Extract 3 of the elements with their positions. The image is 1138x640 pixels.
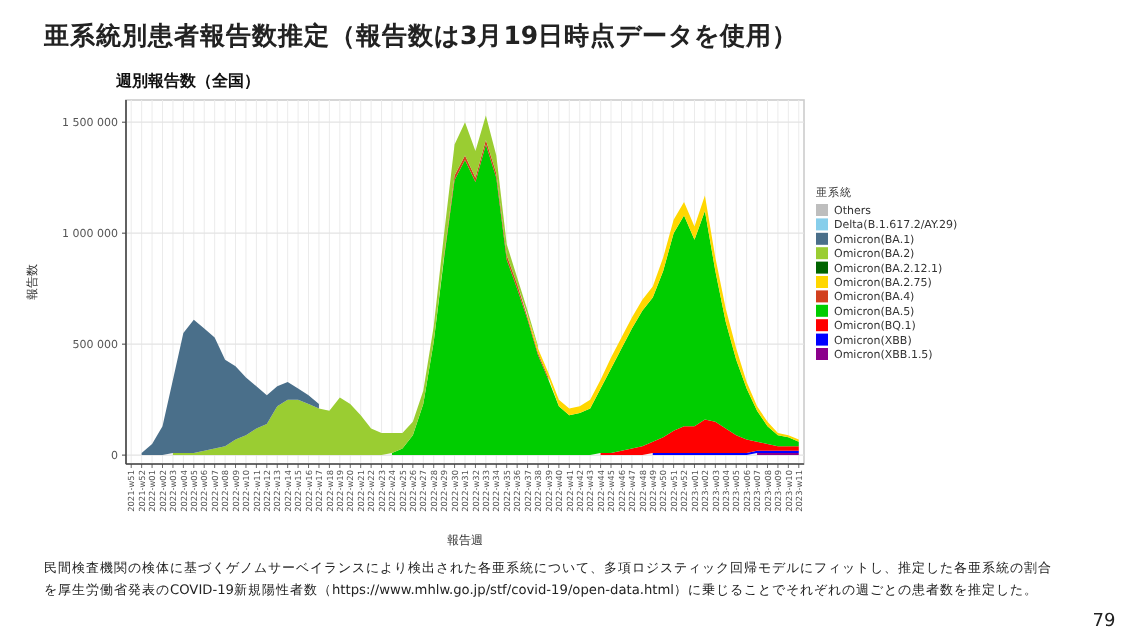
chart-subtitle: 週別報告数（全国）: [114, 72, 260, 90]
text: 79: [1092, 612, 1116, 632]
chart-title: 亜系統別患者報告数推定（報告数は3月19日時点データを使用）: [42, 20, 799, 50]
